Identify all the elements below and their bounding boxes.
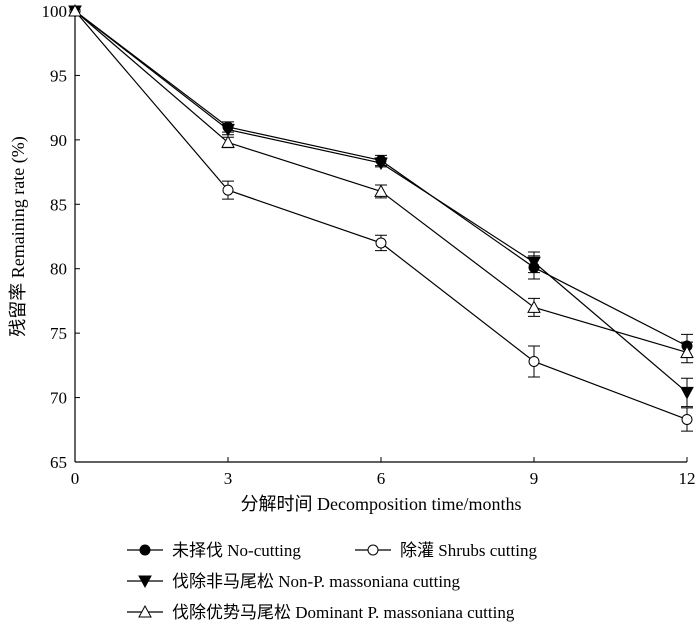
- data-point: [374, 157, 388, 171]
- data-point: [680, 386, 694, 400]
- legend-marker: [138, 575, 152, 589]
- x-tick-label: 0: [71, 469, 80, 488]
- legend-label: 除灌 Shrubs cutting: [400, 541, 537, 560]
- series-line-2: [74, 10, 688, 393]
- legend-marker: [139, 544, 151, 556]
- y-tick-label: 95: [50, 66, 67, 85]
- y-tick-label: 80: [50, 260, 67, 279]
- legend-marker: [138, 604, 152, 618]
- x-axis-label: 分解时间 Decomposition time/months: [241, 494, 522, 514]
- x-tick-label: 3: [224, 469, 233, 488]
- legend-marker: [367, 544, 379, 556]
- data-point: [221, 124, 235, 137]
- legend-label: 未择伐 No-cutting: [172, 541, 301, 560]
- x-tick-label: 9: [530, 469, 539, 488]
- x-tick-label: 12: [679, 469, 696, 488]
- data-point: [527, 300, 541, 313]
- y-axis-label: 残留率 Remaining rate (%): [8, 136, 29, 336]
- y-tick-label: 85: [50, 195, 67, 214]
- data-point: [374, 184, 388, 197]
- legend-label: 伐除优势马尾松 Dominant P. massoniana cutting: [172, 603, 515, 622]
- series-line-1: [74, 10, 688, 421]
- y-tick-label: 70: [50, 389, 67, 408]
- y-tick-label: 90: [50, 131, 67, 150]
- data-point: [375, 237, 387, 249]
- data-point: [68, 3, 82, 17]
- legend-label: 伐除非马尾松 Non-P. massoniana cutting: [172, 572, 461, 591]
- data-point: [221, 135, 235, 148]
- data-point: [681, 413, 693, 425]
- y-tick-label: 100: [42, 2, 68, 21]
- x-tick-label: 6: [377, 469, 386, 488]
- data-point: [680, 345, 694, 358]
- data-point: [527, 256, 541, 270]
- y-tick-label: 75: [50, 324, 67, 343]
- series-line-0: [74, 10, 688, 347]
- data-point: [222, 184, 234, 196]
- data-point: [528, 355, 540, 367]
- series-line-3: [74, 10, 688, 354]
- y-tick-label: 65: [50, 453, 67, 472]
